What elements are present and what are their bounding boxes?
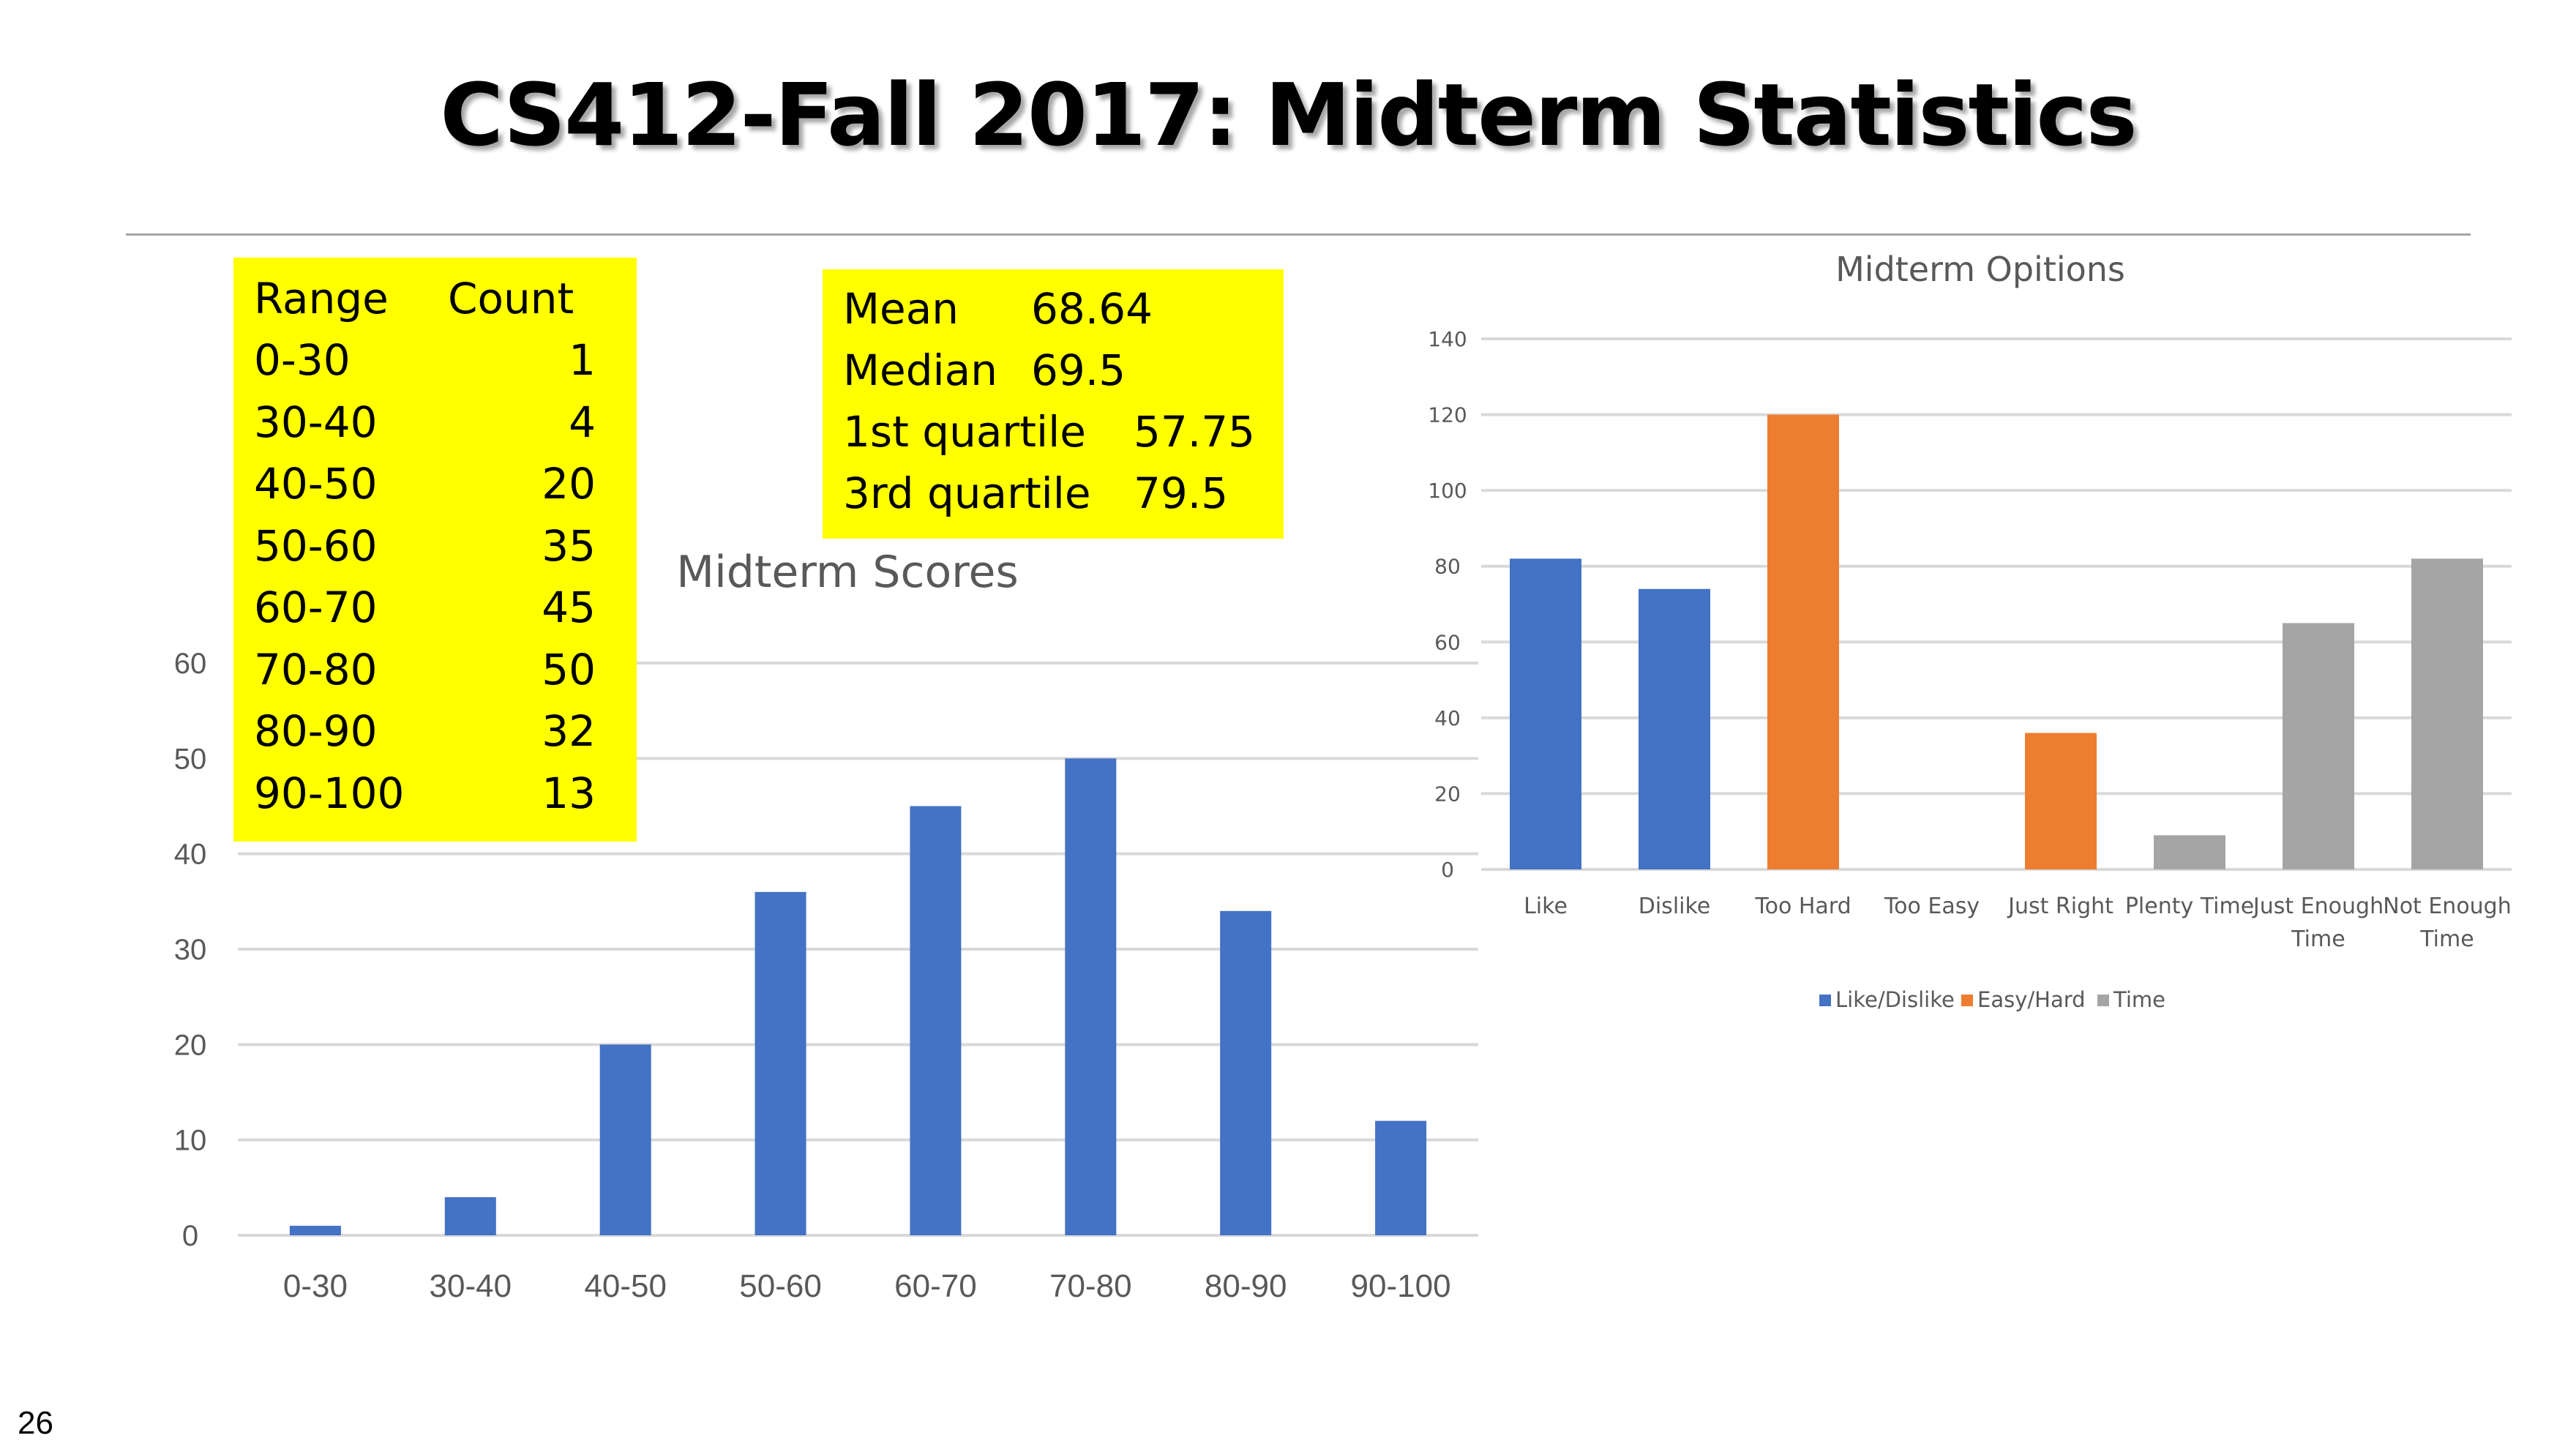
range-row-count: 35: [542, 520, 596, 571]
scores-y-tick: 10: [174, 1125, 207, 1157]
opinions-x-label: Plenty Time: [2125, 894, 2254, 919]
legend-swatch: [2097, 995, 2109, 1006]
scores-x-label: 40-50: [584, 1268, 667, 1304]
stat-label: 1st quartile: [843, 407, 1086, 457]
scores-bar: [599, 1044, 651, 1235]
scores-y-tick: 0: [182, 1220, 198, 1252]
opinions-x-label-line2: Time: [2419, 926, 2474, 952]
opinions-x-label: Like: [1524, 894, 1568, 919]
range-row-count: 13: [542, 768, 596, 818]
opinions-x-label: Just Enough: [2252, 894, 2384, 919]
title-divider: [126, 233, 2471, 236]
range-row-count: 32: [542, 706, 596, 756]
opinions-bar: [2283, 623, 2354, 869]
legend-label: Easy/Hard: [1977, 987, 2086, 1012]
stat-value: 69.5: [1031, 345, 1126, 395]
opinions-x-label-line2: Time: [2291, 926, 2345, 952]
opinions-x-label: Just Right: [2007, 894, 2113, 919]
opinions-y-tick: 60: [1434, 630, 1461, 654]
range-row-label: 40-50: [254, 459, 378, 509]
scores-x-label: 90-100: [1351, 1268, 1451, 1304]
opinions-x-label: Too Hard: [1754, 894, 1851, 919]
scores-x-label: 30-40: [430, 1268, 512, 1304]
summary-stats-box: Mean 68.64 Median 69.5 1st quartile 57.75 3rd …: [823, 269, 1284, 539]
range-row-label: 80-90: [254, 706, 378, 756]
opinions-bar: [1510, 558, 1581, 869]
range-row-label: 70-80: [254, 644, 378, 694]
opinions-y-tick: 80: [1434, 555, 1461, 579]
scores-x-label: 60-70: [894, 1268, 977, 1304]
opinions-bar: [2411, 558, 2483, 869]
opinions-y-tick: 40: [1434, 706, 1461, 730]
scores-y-tick: 40: [174, 839, 207, 871]
opinions-x-label: Too Easy: [1884, 894, 1980, 919]
range-row-count: 45: [542, 583, 596, 632]
scores-bar: [289, 1225, 341, 1235]
scores-chart-title: Midterm Scores: [676, 547, 1018, 598]
opinions-y-tick: 0: [1441, 858, 1454, 882]
scores-x-label: 80-90: [1205, 1268, 1287, 1304]
legend-swatch: [1961, 995, 1973, 1006]
scores-bar: [1375, 1120, 1427, 1235]
opinions-bar: [2154, 835, 2225, 869]
opinions-y-tick: 100: [1428, 479, 1467, 503]
stat-label: Mean: [843, 284, 959, 334]
range-row-label: 90-100: [254, 768, 405, 818]
legend-label: Like/Dislike: [1835, 987, 1955, 1012]
opinions-y-tick: 140: [1428, 327, 1467, 351]
scores-bar: [755, 891, 806, 1235]
scores-y-tick: 50: [174, 743, 207, 775]
stat-label: 3rd quartile: [843, 468, 1091, 518]
opinions-chart-title: Midterm Opitions: [1835, 250, 2125, 289]
scores-x-label: 50-60: [739, 1268, 822, 1304]
opinions-y-tick: 20: [1434, 782, 1461, 806]
stat-value: 57.75: [1134, 407, 1256, 457]
scores-bar: [910, 806, 962, 1235]
range-row-label: 50-60: [254, 520, 378, 571]
stat-label: Median: [843, 345, 997, 395]
opinions-bar: [1767, 414, 1839, 869]
range-row-count: 20: [542, 459, 596, 509]
range-header: Range: [254, 274, 389, 323]
opinions-bar: [1639, 588, 1710, 869]
scores-y-tick: 20: [174, 1029, 207, 1061]
page-number: 26: [18, 1405, 53, 1441]
range-row-label: 0-30: [254, 335, 351, 385]
range-row-count: 1: [569, 335, 596, 385]
stat-value: 68.64: [1031, 284, 1153, 334]
scores-bar: [1220, 910, 1272, 1235]
scores-y-tick: 60: [174, 648, 207, 680]
opinions-x-label: Not Enough: [2383, 894, 2512, 919]
range-row-label: 30-40: [254, 397, 378, 447]
legend-swatch: [1819, 995, 1831, 1006]
scores-x-label: 0-30: [283, 1268, 348, 1304]
range-row-count: 50: [542, 644, 596, 694]
scores-y-tick: 30: [174, 934, 207, 966]
scores-bar: [1065, 758, 1117, 1235]
stat-value: 79.5: [1134, 468, 1229, 518]
range-count-table: Range Count 0-30 1 30-40 4 40-50 20 50-60 35 60-…: [233, 258, 637, 842]
range-row-count: 4: [569, 397, 596, 447]
slide-title: CS412-Fall 2017: Midterm Statistics: [440, 64, 2137, 165]
range-row-label: 60-70: [254, 583, 378, 632]
legend-label: Time: [2113, 987, 2165, 1012]
count-header: Count: [448, 274, 574, 323]
scores-bar: [444, 1197, 496, 1235]
opinions-bar: [2025, 733, 2097, 869]
opinions-x-label: Dislike: [1639, 894, 1711, 919]
scores-x-label: 70-80: [1049, 1268, 1132, 1304]
opinions-y-tick: 120: [1428, 403, 1467, 427]
